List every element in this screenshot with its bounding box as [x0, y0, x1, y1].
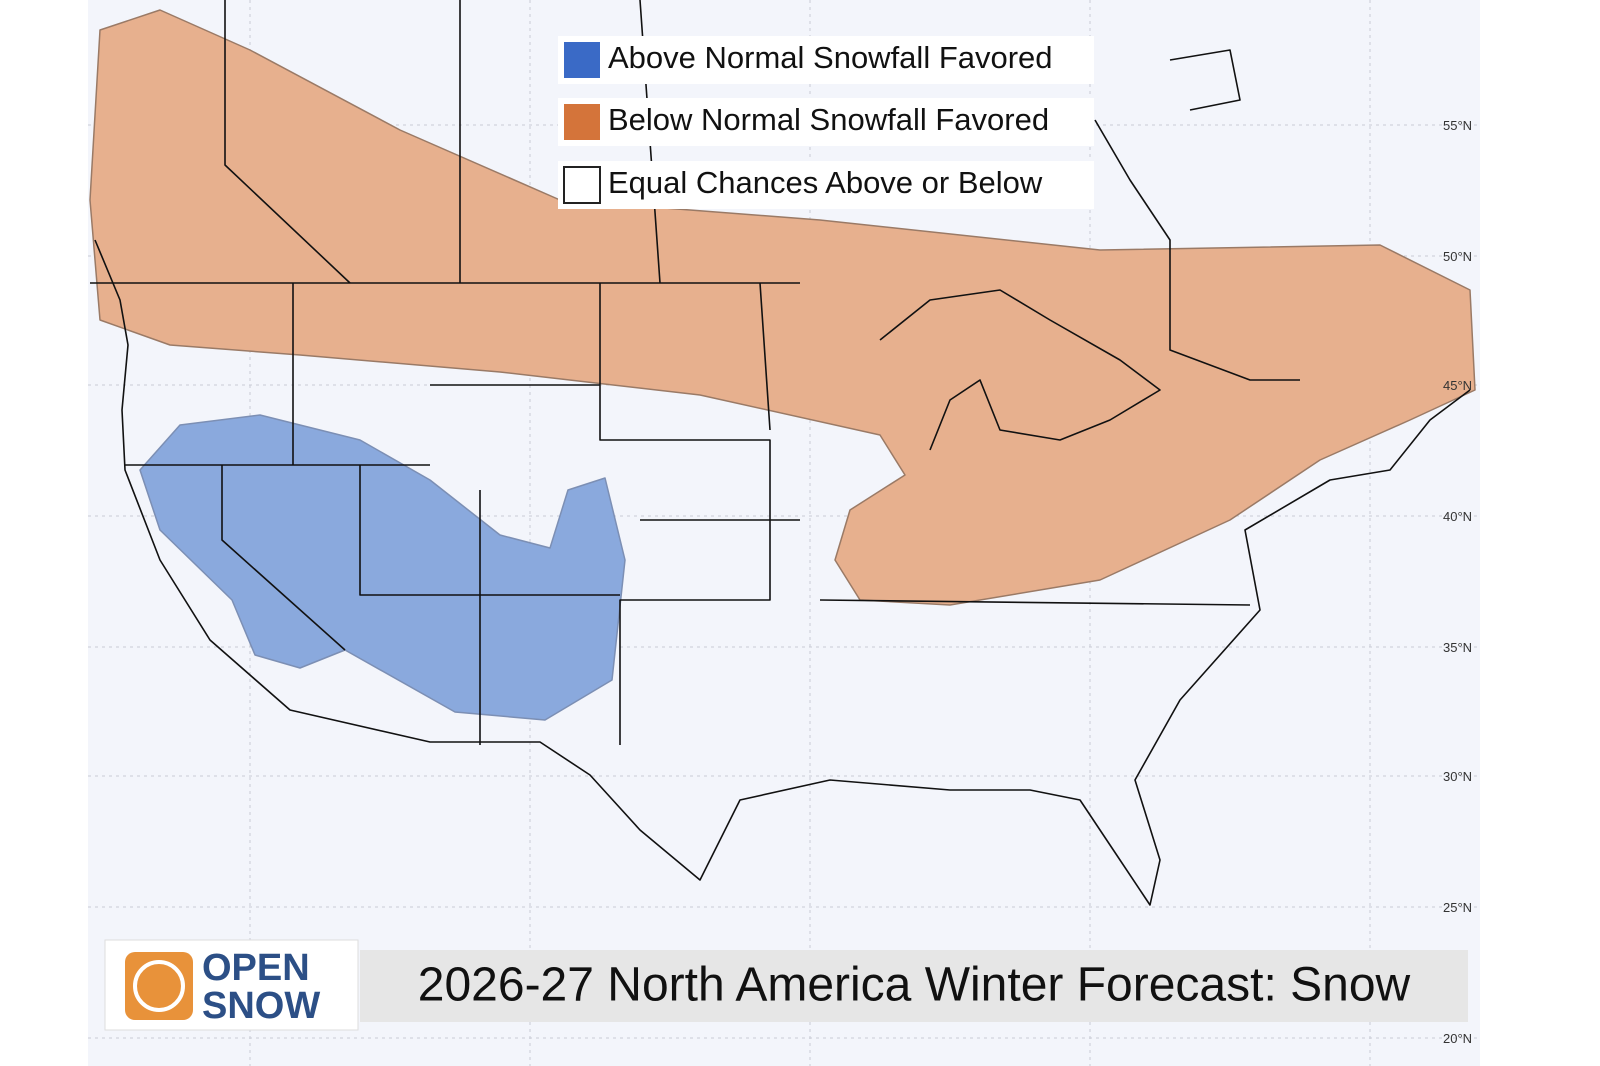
legend-swatch — [564, 42, 600, 78]
legend-label: Above Normal Snowfall Favored — [608, 40, 1053, 75]
above-normal-region — [139, 414, 626, 721]
latitude-label: 50°N — [1443, 249, 1472, 264]
latitude-label: 35°N — [1443, 640, 1472, 655]
legend-label: Equal Chances Above or Below — [608, 165, 1043, 200]
latitude-label: 20°N — [1443, 1031, 1472, 1046]
logo-icon-ring — [133, 960, 185, 1012]
latitude-label: 25°N — [1443, 900, 1472, 915]
logo-text: OPEN — [202, 947, 310, 989]
legend-swatch — [563, 166, 601, 204]
latitude-label: 30°N — [1443, 769, 1472, 784]
legend-row — [558, 36, 1094, 84]
title: 2026-27 North America Winter Forecast: S… — [418, 959, 1411, 1012]
latitude-label: 45°N — [1443, 378, 1472, 393]
legend-row — [558, 161, 1094, 209]
latitude-label: 40°N — [1443, 509, 1472, 524]
latitude-labels: 55°N 50°N 45°N 40°N 35°N 30°N 25°N 20°N — [1443, 118, 1472, 1046]
legend-row — [558, 98, 1094, 146]
legend: Above Normal Snowfall Favored Below Norma… — [558, 36, 1094, 209]
title-bar — [360, 950, 1468, 1022]
latitude-label: 55°N — [1443, 118, 1472, 133]
legend-label: Below Normal Snowfall Favored — [608, 102, 1049, 137]
legend-swatch — [564, 104, 600, 140]
logo-text: SNOW — [202, 985, 320, 1027]
